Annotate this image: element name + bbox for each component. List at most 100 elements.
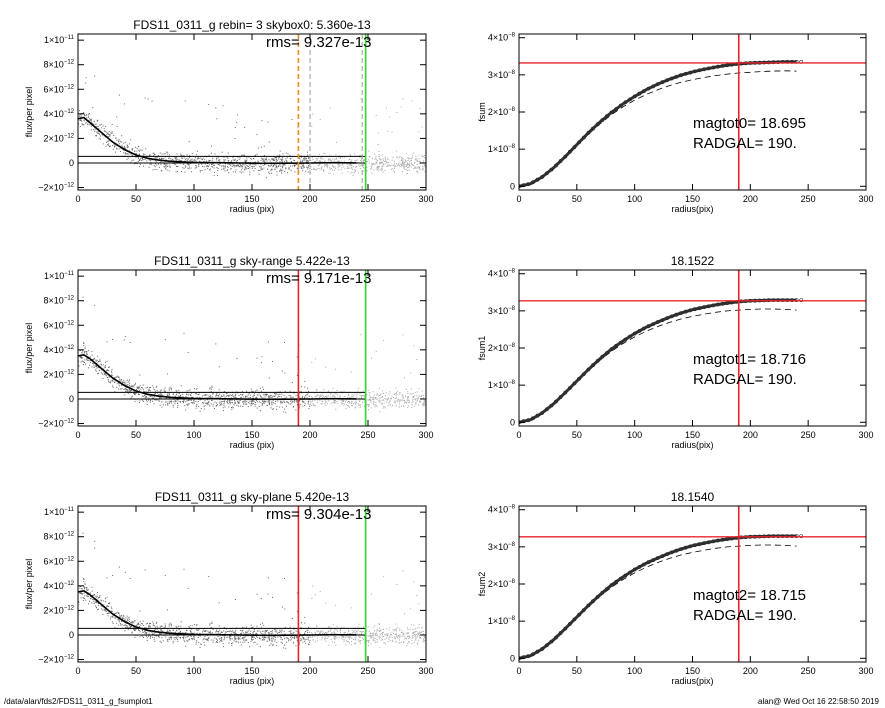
fsum-marker	[679, 547, 683, 552]
scatter-point	[296, 375, 298, 376]
scatter-point	[355, 636, 357, 638]
scatter-point	[355, 394, 357, 396]
scatter-point	[266, 640, 268, 642]
scatter-point	[106, 577, 108, 579]
scatter-point	[117, 618, 119, 620]
scatter-point	[279, 161, 281, 163]
scatter-point	[123, 103, 125, 105]
scatter-point	[155, 399, 156, 401]
scatter-point	[416, 630, 418, 632]
scatter-point	[403, 632, 405, 634]
scatter-point	[197, 401, 199, 402]
scatter-point	[151, 100, 153, 102]
scatter-point	[422, 155, 424, 157]
scatter-point	[235, 641, 237, 643]
scatter-point	[412, 156, 414, 158]
scatter-point	[405, 168, 407, 170]
scatter-point	[96, 366, 97, 367]
scatter-point	[272, 399, 274, 401]
scatter-point	[271, 632, 273, 634]
scatter-point	[216, 641, 218, 642]
scatter-point	[137, 161, 139, 163]
scatter-point	[394, 636, 396, 638]
scatter-point	[302, 166, 304, 168]
scatter-point	[152, 621, 154, 623]
scatter-point	[119, 616, 121, 618]
scatter-point	[316, 396, 318, 398]
scatter-point	[281, 172, 283, 174]
scatter-point	[406, 401, 407, 403]
scatter-point	[213, 167, 215, 169]
scatter-point	[82, 532, 84, 534]
scatter-point	[268, 396, 270, 398]
scatter-point	[392, 405, 393, 407]
scatter-point	[203, 630, 205, 632]
scatter-point	[228, 630, 230, 632]
x-tick-label: 100	[186, 430, 201, 440]
scatter-point	[328, 158, 330, 160]
scatter-point	[153, 393, 155, 395]
scatter-point	[253, 400, 255, 402]
scatter-point	[347, 171, 349, 173]
scatter-point	[279, 393, 281, 395]
scatter-point	[219, 637, 221, 639]
scatter-point	[386, 161, 388, 163]
scatter-point	[318, 157, 320, 159]
scatter-point	[154, 628, 156, 630]
scatter-point	[245, 404, 247, 405]
scatter-point	[293, 406, 294, 408]
scatter-point	[326, 631, 328, 633]
scatter-point	[369, 634, 371, 636]
scatter-point	[210, 391, 212, 392]
scatter-point	[86, 121, 88, 123]
scatter-point	[91, 122, 93, 124]
scatter-point	[180, 160, 181, 162]
scatter-point	[239, 635, 241, 637]
scatter-point	[219, 638, 221, 640]
scatter-point	[412, 629, 414, 630]
scatter-point	[225, 631, 226, 633]
scatter-point	[273, 402, 274, 404]
scatter-point	[129, 382, 131, 384]
scatter-point	[271, 403, 273, 405]
scatter-point	[238, 639, 240, 640]
scatter-point	[244, 126, 246, 128]
scatter-point	[337, 161, 339, 163]
scatter-point	[148, 388, 150, 390]
scatter-point	[372, 635, 374, 636]
scatter-point	[133, 628, 135, 630]
scatter-point	[197, 637, 199, 638]
scatter-point	[147, 622, 148, 624]
scatter-point	[107, 140, 109, 142]
scatter-point	[138, 146, 140, 148]
x-tick-label: 0	[75, 194, 80, 204]
scatter-point	[416, 627, 418, 629]
scatter-point	[186, 400, 188, 402]
scatter-point	[363, 167, 365, 169]
scatter-point	[172, 393, 174, 395]
scatter-point	[260, 387, 261, 389]
scatter-point	[172, 159, 174, 161]
scatter-point	[415, 638, 417, 640]
scatter-point	[279, 629, 281, 631]
scatter-point	[275, 164, 277, 166]
scatter-point	[205, 402, 207, 404]
scatter-point	[276, 159, 278, 161]
scatter-point	[137, 157, 139, 159]
scatter-point	[334, 632, 336, 634]
scatter-point	[302, 165, 304, 167]
scatter-point	[169, 386, 171, 388]
scatter-point	[347, 641, 349, 642]
scatter-point	[320, 630, 322, 632]
scatter-point	[108, 136, 110, 138]
scatter-point	[274, 639, 276, 641]
fsum-marker	[531, 180, 535, 185]
scatter-point	[245, 167, 247, 169]
x-tick-label: 300	[858, 666, 873, 676]
scatter-point	[378, 166, 380, 168]
scatter-point	[384, 634, 386, 635]
scatter-point	[112, 575, 114, 576]
scatter-point	[142, 631, 144, 633]
scatter-point	[288, 403, 290, 405]
scatter-point	[228, 172, 230, 174]
